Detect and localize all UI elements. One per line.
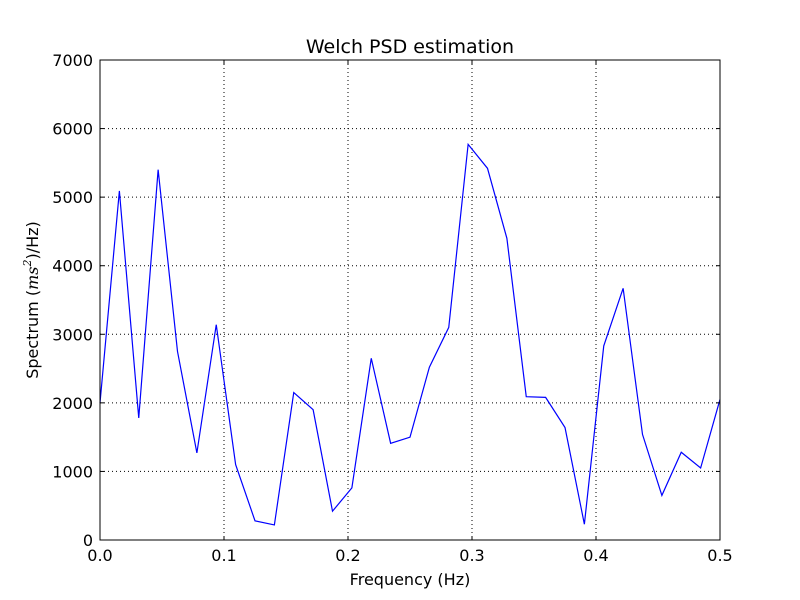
y-axis-label-prefix: Spectrum (	[23, 290, 42, 379]
y-tick-label: 0	[83, 531, 93, 550]
y-axis-label: Spectrum (ms2)/Hz)	[21, 221, 42, 379]
y-axis-label-suffix: )/Hz)	[23, 221, 42, 259]
tick-marks	[99, 59, 721, 541]
psd-series-line	[99, 142, 721, 526]
y-tick-label: 7000	[52, 51, 93, 70]
x-tick-label: 0.1	[211, 546, 236, 565]
grid-lines	[100, 60, 720, 540]
y-tick-labels: 0 1000 2000 3000 4000 5000 6000 7000	[52, 51, 93, 550]
plot-frame	[99, 59, 721, 541]
y-tick-label: 4000	[52, 257, 93, 276]
y-tick-label: 2000	[52, 394, 93, 413]
y-tick-label: 1000	[52, 462, 93, 481]
x-tick-label: 0.2	[335, 546, 360, 565]
x-axis-label: Frequency (Hz)	[350, 570, 471, 589]
y-tick-label: 3000	[52, 325, 93, 344]
x-tick-label: 0.4	[583, 546, 608, 565]
y-axis-label-exponent: 2	[21, 260, 34, 268]
x-tick-label: 0.5	[707, 546, 732, 565]
chart-title: Welch PSD estimation	[306, 36, 514, 58]
y-axis-label-math: ms	[23, 267, 42, 290]
series-layer	[99, 142, 721, 526]
x-tick-label: 0.0	[87, 546, 112, 565]
y-tick-label: 6000	[52, 120, 93, 139]
x-tick-label: 0.3	[459, 546, 484, 565]
x-tick-labels: 0.0 0.1 0.2 0.3 0.4 0.5	[87, 546, 732, 565]
y-tick-label: 5000	[52, 188, 93, 207]
